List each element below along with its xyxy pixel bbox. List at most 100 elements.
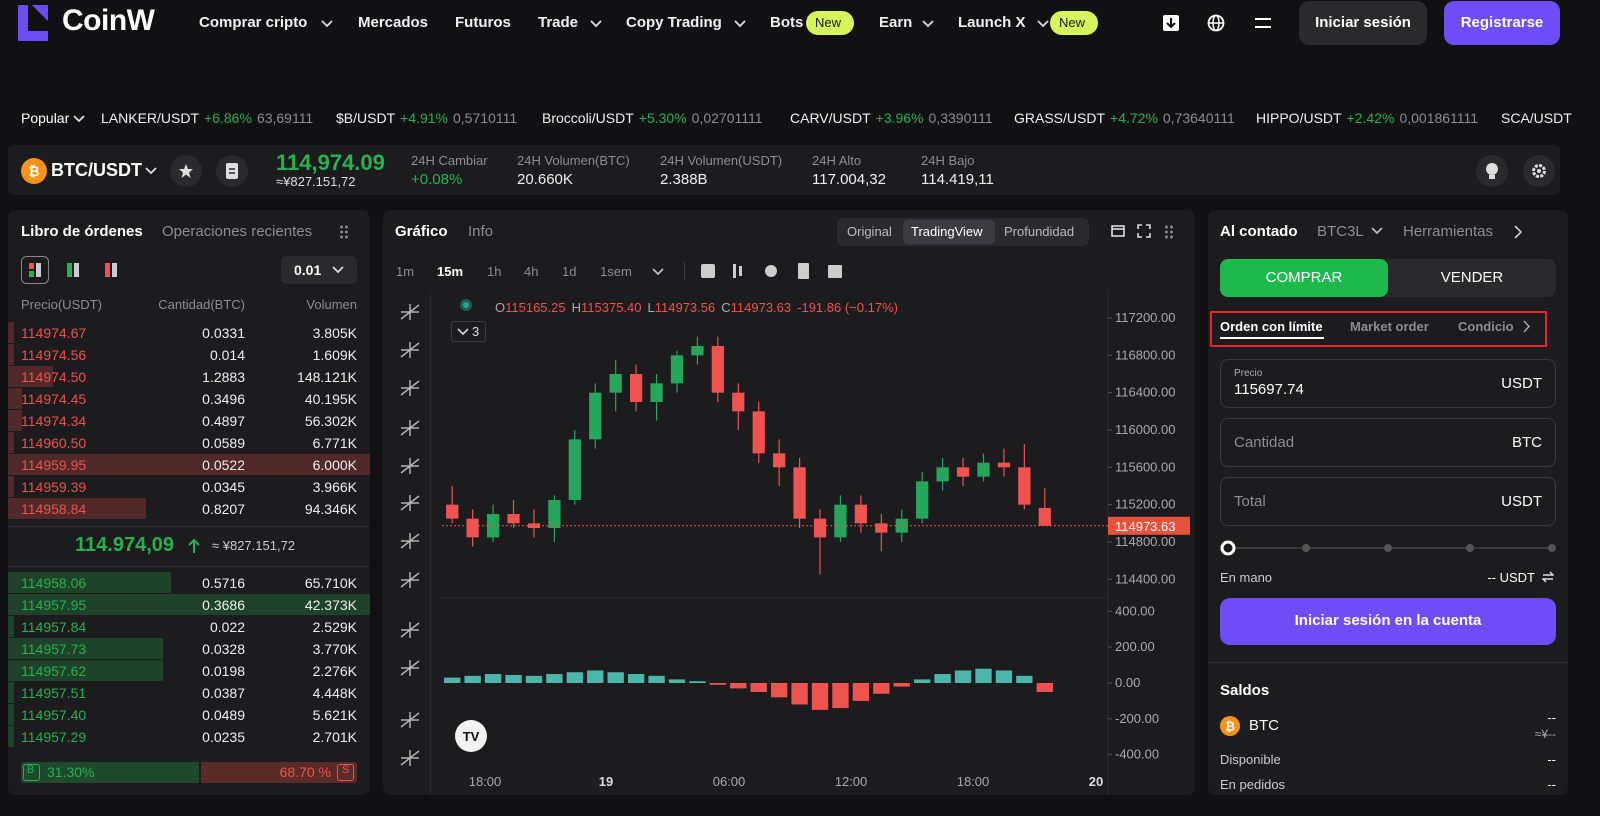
order-type[interactable]: Market order: [1350, 319, 1429, 334]
book-price[interactable]: 114974.67: [21, 325, 87, 341]
nav-item[interactable]: Trade: [538, 14, 579, 31]
drawing-tool[interactable]: [398, 569, 422, 591]
book-price[interactable]: 114959.95: [21, 457, 87, 473]
swap-icon[interactable]: [1542, 571, 1554, 583]
chevron[interactable]: [1037, 20, 1049, 28]
login-button[interactable]: Iniciar sesión: [1299, 1, 1427, 45]
layout-icon[interactable]: [1111, 225, 1125, 237]
book-view-asks[interactable]: [97, 256, 125, 284]
book-price[interactable]: 114974.50: [21, 369, 87, 385]
menu-icon[interactable]: [1254, 15, 1272, 31]
account-login-button[interactable]: Iniciar sesión en la cuenta: [1220, 598, 1556, 645]
drawing-tool[interactable]: [398, 657, 422, 679]
interval[interactable]: 1m: [396, 264, 415, 279]
drawing-tool[interactable]: [398, 619, 422, 641]
indicator-toggle[interactable]: [451, 321, 486, 342]
register-button[interactable]: Registrarse: [1444, 1, 1560, 45]
sell-tab[interactable]: VENDER: [1388, 259, 1556, 297]
interval[interactable]: 1d: [562, 264, 577, 279]
drag-handle[interactable]: [340, 225, 348, 239]
book-price[interactable]: 114974.45: [21, 391, 87, 407]
total-input[interactable]: [1220, 477, 1556, 526]
ticker-item[interactable]: GRASS/USDT +4.72% 0,73640111: [1014, 110, 1240, 126]
book-price[interactable]: 114957.84: [21, 619, 87, 635]
chevron[interactable]: [332, 266, 344, 274]
ticker-item[interactable]: SCA/USDT: [1501, 110, 1577, 126]
fullscreen-icon[interactable]: [1137, 224, 1151, 238]
chevron[interactable]: [145, 167, 157, 175]
ticker-item[interactable]: HIPPO/USDT +2.42% 0,001861111: [1256, 110, 1483, 126]
book-price[interactable]: 114957.73: [21, 641, 87, 657]
book-price[interactable]: 114958.84: [21, 501, 87, 517]
order-type[interactable]: Orden con límite: [1220, 319, 1323, 334]
book-price[interactable]: 114958.06: [21, 575, 87, 591]
interval[interactable]: 15m: [437, 264, 464, 279]
download-icon[interactable]: [1162, 14, 1180, 32]
tab[interactable]: Operaciones recientes: [162, 223, 313, 240]
chevron[interactable]: [321, 20, 333, 28]
book-view-both[interactable]: [21, 256, 49, 284]
price-input[interactable]: [1220, 359, 1556, 408]
amount-input[interactable]: [1220, 418, 1556, 467]
tab[interactable]: Info: [468, 223, 494, 240]
drag-handle[interactable]: [1165, 225, 1173, 239]
chevron[interactable]: [922, 20, 934, 28]
scroll-right[interactable]: [1523, 320, 1530, 333]
language-icon[interactable]: [1207, 14, 1225, 32]
chevron[interactable]: [73, 115, 85, 123]
order-type[interactable]: Condicio: [1458, 319, 1514, 334]
interval[interactable]: 4h: [524, 264, 539, 279]
amount-slider[interactable]: [1220, 540, 1558, 556]
buy-tab[interactable]: COMPRAR: [1220, 259, 1388, 297]
tab[interactable]: Herramientas: [1403, 223, 1494, 240]
book-price[interactable]: 114957.95: [21, 597, 87, 613]
ticker-filter[interactable]: Popular: [21, 110, 70, 126]
tab[interactable]: BTC3L: [1317, 223, 1364, 240]
view-option[interactable]: Original: [847, 224, 892, 239]
tab[interactable]: Gráfico: [395, 223, 448, 240]
drawing-tool[interactable]: [398, 709, 422, 731]
book-price[interactable]: 114957.51: [21, 685, 87, 701]
drawing-tool[interactable]: [398, 301, 422, 323]
ticker-item[interactable]: Broccoli/USDT +5.30% 0,02701111: [542, 110, 768, 126]
nav-item[interactable]: Launch X: [958, 14, 1026, 31]
drawing-tool[interactable]: [398, 377, 422, 399]
interval[interactable]: 1sem: [600, 264, 632, 279]
nav-item[interactable]: Earn: [879, 14, 913, 31]
ticker-item[interactable]: CARV/USDT +3.96% 0,3390111: [790, 110, 998, 126]
view-option[interactable]: TradingView: [911, 224, 983, 239]
drawing-tool[interactable]: [398, 530, 422, 552]
tab[interactable]: Libro de órdenes: [21, 223, 143, 240]
chevron[interactable]: [734, 20, 746, 28]
book-view-bids[interactable]: [59, 256, 87, 284]
book-price[interactable]: 114957.40: [21, 707, 87, 723]
drawing-tool[interactable]: [398, 747, 422, 769]
chevron[interactable]: [652, 268, 664, 276]
toolbar-icons[interactable]: [700, 262, 846, 280]
nav-item[interactable]: Comprar cripto: [199, 14, 308, 31]
ticker-item[interactable]: LANKER/USDT +6.86% 63,69111: [101, 110, 318, 126]
book-price[interactable]: 114974.56: [21, 347, 87, 363]
drawing-tool[interactable]: [398, 455, 422, 477]
nav-item[interactable]: Mercados: [358, 14, 429, 31]
tab[interactable]: Al contado: [1220, 223, 1298, 240]
chevron[interactable]: [457, 328, 469, 336]
nav-item[interactable]: Futuros: [455, 14, 511, 31]
book-price[interactable]: 114957.29: [21, 729, 87, 745]
step-select[interactable]: [281, 256, 357, 284]
nav-item[interactable]: Bots: [770, 14, 804, 31]
nav-item[interactable]: Copy Trading: [626, 14, 722, 31]
ticker-item[interactable]: $B/USDT +4.91% 0,5710111: [336, 110, 522, 126]
scroll-right[interactable]: [1514, 225, 1522, 239]
chevron[interactable]: [1371, 227, 1383, 235]
pair-symbol[interactable]: BTC/USDT: [51, 160, 142, 180]
book-price[interactable]: 114974.34: [21, 413, 87, 429]
drawing-tool[interactable]: [398, 339, 422, 361]
drawing-tool[interactable]: [398, 492, 422, 514]
chevron[interactable]: [590, 20, 602, 28]
drawing-tool[interactable]: [398, 417, 422, 439]
book-price[interactable]: 114959.39: [21, 479, 87, 495]
book-price[interactable]: 114960.50: [21, 435, 87, 451]
view-option[interactable]: Profundidad: [1004, 224, 1075, 239]
interval[interactable]: 1h: [487, 264, 502, 279]
